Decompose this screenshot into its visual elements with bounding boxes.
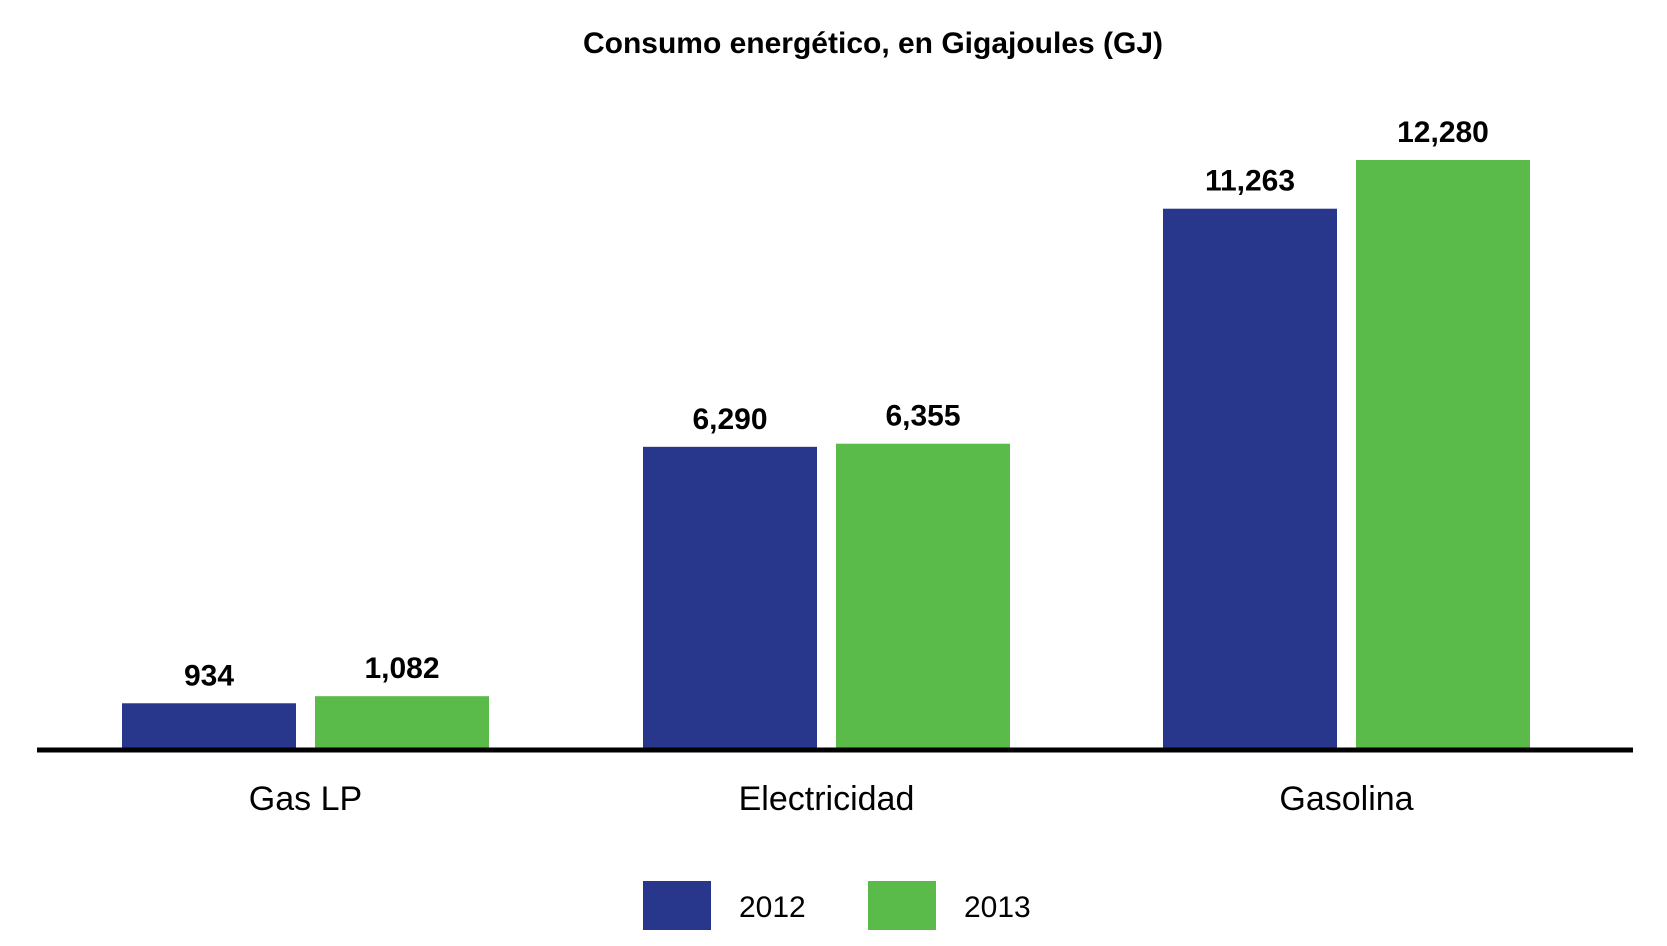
value-label-2013-1: 6,355 xyxy=(885,400,960,433)
value-label-2013-0: 1,082 xyxy=(364,652,439,685)
legend-swatch-2013 xyxy=(868,881,936,930)
legend: 2012 2013 xyxy=(643,881,1031,930)
bar-2013-2 xyxy=(1356,160,1530,748)
bar-2013-1 xyxy=(836,443,1010,748)
legend-label-2013: 2013 xyxy=(964,891,1031,924)
bar-2012-2 xyxy=(1163,208,1337,748)
value-label-2012-1: 6,290 xyxy=(692,403,767,436)
category-labels-group: Gas LP Electricidad Gasolina xyxy=(249,780,1414,818)
legend-label-2012: 2012 xyxy=(739,891,806,924)
bars-group xyxy=(122,160,1530,748)
value-label-2012-0: 934 xyxy=(184,659,234,692)
value-label-2013-2: 12,280 xyxy=(1397,116,1489,149)
category-label-1: Electricidad xyxy=(739,780,915,818)
chart-title: Consumo energético, en Gigajoules (GJ) xyxy=(583,27,1163,60)
category-label-0: Gas LP xyxy=(249,780,362,818)
value-labels-group: 934 1,082 6,290 6,355 11,263 12,280 xyxy=(184,116,1489,692)
bar-2012-1 xyxy=(643,446,817,748)
category-label-2: Gasolina xyxy=(1279,780,1413,818)
legend-swatch-2012 xyxy=(643,881,711,930)
bar-2012-0 xyxy=(122,703,296,748)
value-label-2012-2: 11,263 xyxy=(1205,165,1295,198)
bar-2013-0 xyxy=(315,696,489,748)
